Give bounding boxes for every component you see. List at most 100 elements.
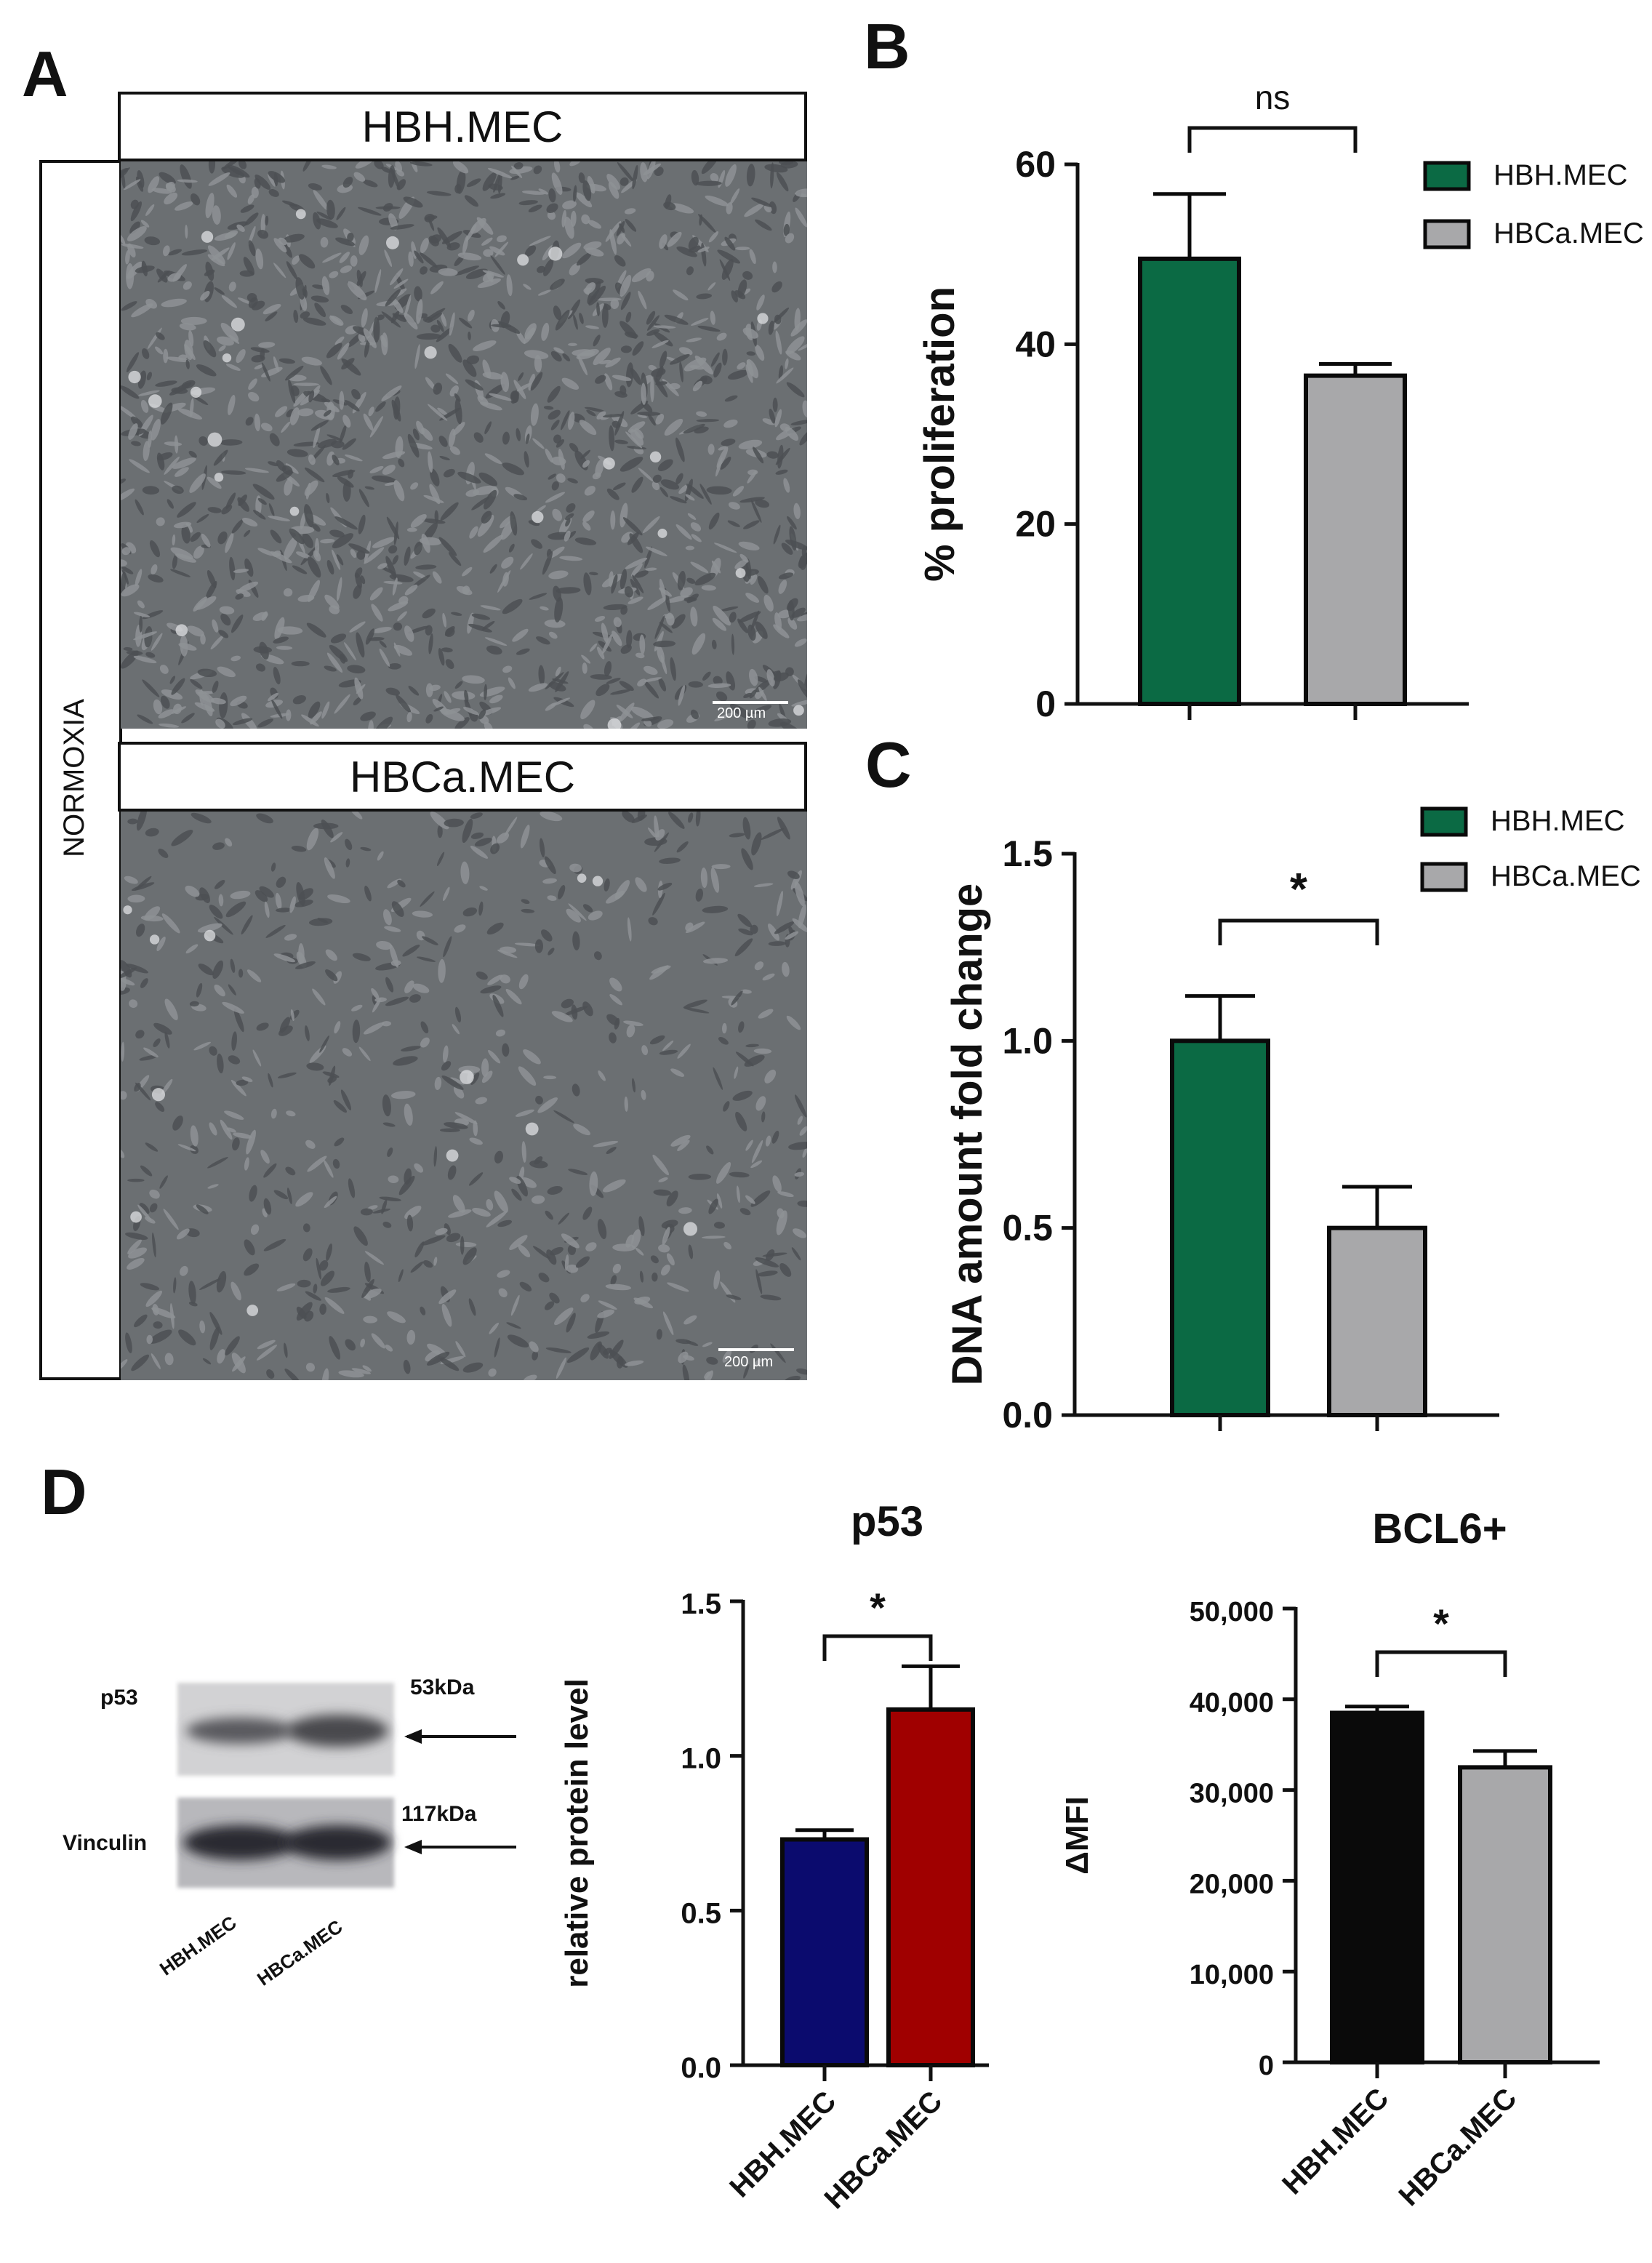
cell-shape xyxy=(586,409,596,417)
cell-shape xyxy=(455,1241,477,1247)
cell-shape xyxy=(509,1235,528,1250)
cell-shape xyxy=(731,633,735,655)
cell-shape xyxy=(742,327,758,339)
cell-shape xyxy=(225,901,246,918)
cell-shape xyxy=(123,646,133,652)
cell-shape xyxy=(231,1353,246,1374)
cell-shape xyxy=(430,468,440,486)
cell-shape xyxy=(568,343,577,346)
blot-band-vinculin-hbh xyxy=(183,1825,297,1860)
cell-shape xyxy=(528,373,535,391)
cell-shape xyxy=(391,901,404,917)
cell-shape xyxy=(683,999,707,1009)
cell-shape xyxy=(731,290,738,303)
cell-shape xyxy=(484,421,492,435)
cell-shape xyxy=(604,661,612,677)
cell-shape xyxy=(622,517,643,536)
cell-shape xyxy=(532,438,545,449)
cell-shape xyxy=(476,971,488,980)
cell-shape xyxy=(753,883,774,887)
cell-shape xyxy=(425,625,433,636)
cell-shape xyxy=(321,1368,329,1380)
cell-shape xyxy=(598,1070,606,1081)
cell-shape xyxy=(641,1089,646,1100)
cell-shape xyxy=(408,686,420,696)
cell-shape xyxy=(707,444,715,455)
cell-shape xyxy=(381,167,391,173)
cell-shape xyxy=(171,706,187,714)
cell-shape xyxy=(209,905,223,919)
cell-shape xyxy=(437,852,445,866)
cell-shape xyxy=(391,1091,416,1100)
cell-shape xyxy=(260,1150,270,1164)
cell-shape xyxy=(556,439,565,448)
cell-shape xyxy=(609,977,622,992)
blot-lane-label-hbh: HBH.MEC xyxy=(156,1911,241,1980)
cell-shape xyxy=(421,1235,446,1246)
cell-shape xyxy=(673,289,689,301)
scale-bar-top xyxy=(713,701,788,704)
cell-shape xyxy=(651,340,669,348)
legend-label: HBH.MEC xyxy=(1491,805,1624,837)
cell-shape xyxy=(199,436,208,446)
cell-shape xyxy=(737,913,753,928)
cell-shape xyxy=(142,679,160,697)
cell-shape xyxy=(659,234,667,249)
cell-shape xyxy=(155,380,177,387)
cell-shape xyxy=(460,861,470,884)
cell-shape xyxy=(632,164,638,190)
cell-shape xyxy=(644,837,667,846)
panel-label-d: D xyxy=(41,1456,87,1528)
cell-shape xyxy=(596,684,610,697)
cell-shape xyxy=(121,244,144,249)
cell-shape xyxy=(406,1329,416,1345)
cell-shape xyxy=(471,613,491,620)
cell-shape xyxy=(181,249,208,256)
cell-shape xyxy=(794,1171,805,1177)
cell-shape xyxy=(440,708,465,721)
cell-shape xyxy=(308,556,321,578)
cell-shape xyxy=(778,572,794,580)
cell-shape xyxy=(160,695,170,709)
cell-shape xyxy=(155,1102,165,1112)
cell-shape xyxy=(715,457,723,477)
cell-shape xyxy=(145,204,155,216)
cell-shape xyxy=(128,1247,148,1259)
cell-shape xyxy=(710,867,720,893)
cell-shape xyxy=(777,1191,794,1198)
cell-shape xyxy=(332,470,356,478)
cell-shape xyxy=(713,676,723,686)
cell-shape xyxy=(773,524,781,545)
cell-shape xyxy=(173,521,192,529)
cell-shape xyxy=(379,640,387,648)
cell-shape xyxy=(729,1171,750,1178)
cell-shape xyxy=(723,1241,732,1250)
cell-shape xyxy=(512,628,529,642)
cell-shape xyxy=(726,1294,742,1300)
cell-shape xyxy=(548,570,569,580)
cell-shape xyxy=(502,462,524,476)
cell-shape xyxy=(148,176,160,193)
cell-shape xyxy=(460,1235,465,1255)
cell-shape xyxy=(146,372,152,381)
cell-shape xyxy=(464,195,479,207)
cell-shape xyxy=(692,380,703,392)
cell-shape xyxy=(414,344,420,369)
round-cell xyxy=(532,510,544,524)
cell-shape xyxy=(332,549,341,570)
cell-shape xyxy=(180,316,207,325)
cell-shape xyxy=(751,832,762,856)
cell-shape xyxy=(265,215,269,226)
cell-shape xyxy=(532,1246,551,1259)
cell-shape xyxy=(129,221,140,234)
cell-shape xyxy=(404,1205,422,1219)
cell-shape xyxy=(723,419,738,428)
cell-shape xyxy=(324,1297,345,1314)
cell-shape xyxy=(593,335,601,347)
cell-shape xyxy=(504,817,518,836)
cell-shape xyxy=(614,411,625,436)
cell-shape xyxy=(799,429,807,446)
cell-shape xyxy=(250,1224,260,1235)
cell-shape xyxy=(520,553,533,570)
cell-shape xyxy=(745,1139,753,1151)
